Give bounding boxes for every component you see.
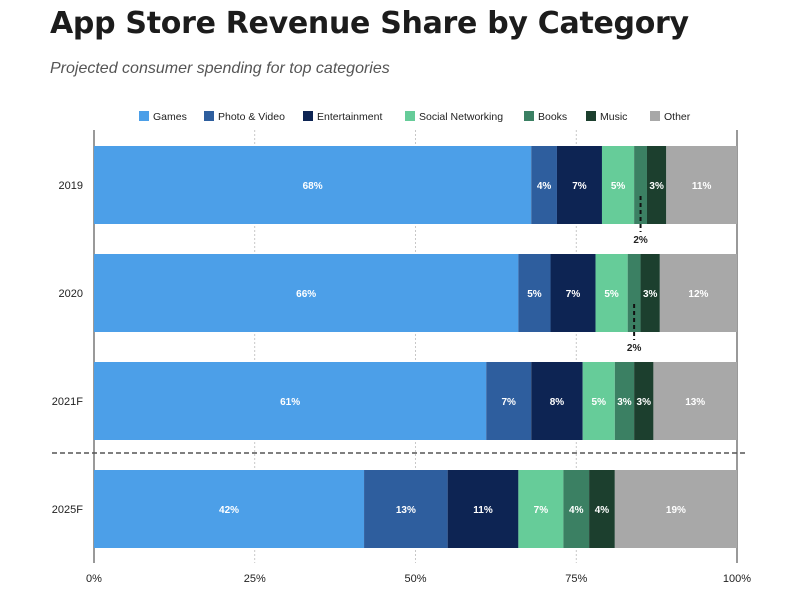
data-label: 68% [303,181,323,192]
legend-swatch-music [586,111,596,121]
data-label: 7% [534,505,549,516]
data-label: 7% [572,181,587,192]
data-label: 4% [569,505,584,516]
data-label: 7% [566,289,581,300]
data-label: 11% [473,505,493,516]
bar-segment-social-networking [601,146,635,224]
data-label: 4% [595,505,610,516]
data-label: 13% [396,505,416,516]
data-label: 4% [537,181,552,192]
data-label: 42% [219,505,239,516]
data-label: 5% [527,289,542,300]
bar-segment-other [614,470,737,548]
bar-segment-other [666,146,737,224]
bar-segment-social-networking [582,362,615,440]
bar-segment-games [94,362,487,440]
data-label: 5% [604,289,619,300]
data-label: 66% [296,289,316,300]
x-tick-label: 25% [244,573,266,585]
bar-segment-photo-video [364,470,448,548]
chart-subtitle: Projected consumer spending for top cate… [50,60,390,77]
data-label: 7% [502,397,517,408]
legend-label-entertainment: Entertainment [317,111,382,123]
x-tick-label: 50% [404,573,426,585]
data-label: 3% [637,397,652,408]
bar-segment-photo-video [486,362,532,440]
annotation-label: 2% [633,235,648,246]
legend-swatch-books [524,111,534,121]
data-label: 12% [688,289,708,300]
bar-segment-other [653,362,737,440]
legend-swatch-social-networking [405,111,415,121]
legend-swatch-games [139,111,149,121]
category-label: 2019 [59,180,83,192]
data-label: 13% [685,397,705,408]
bar-segment-entertainment [556,146,602,224]
legend-label-photo-video: Photo & Video [218,111,285,123]
x-tick-label: 75% [565,573,587,585]
bar-segment-music [589,470,615,548]
bar-segment-music [634,362,654,440]
bar-segment-photo-video [518,254,551,332]
bar-segment-entertainment [447,470,519,548]
bar-segment-social-networking [518,470,564,548]
data-label: 3% [649,181,664,192]
data-label: 3% [617,397,632,408]
legend-swatch-photo-video [204,111,214,121]
chart-title: App Store Revenue Share by Category [50,6,689,41]
bar-segment-books [634,146,647,224]
data-label: 5% [611,181,626,192]
data-label: 5% [592,397,607,408]
x-tick-label: 100% [723,573,751,585]
bar-segment-games [94,470,365,548]
bar-segment-games [94,254,519,332]
legend-label-other: Other [664,111,691,123]
bar-segment-music [640,254,660,332]
legend-label-games: Games [153,111,187,123]
category-label: 2025F [52,504,83,516]
bar-segment-other [659,254,737,332]
category-label: 2021F [52,396,83,408]
data-label: 61% [280,397,300,408]
data-label: 11% [692,181,712,192]
bar-segment-games [94,146,532,224]
bar-segment-books [627,254,641,332]
bar-segment-books [614,362,635,440]
bar-segment-entertainment [531,362,583,440]
bar-segment-music [646,146,667,224]
x-tick-label: 0% [86,573,102,585]
legend-label-books: Books [538,111,567,123]
legend-swatch-entertainment [303,111,313,121]
data-label: 8% [550,397,565,408]
legend-label-social-networking: Social Networking [419,111,503,123]
annotation-label: 2% [627,343,642,354]
data-label: 3% [643,289,658,300]
bar-segment-photo-video [531,146,557,224]
bar-segment-social-networking [595,254,628,332]
bar-segment-books [563,470,590,548]
category-label: 2020 [59,288,83,300]
data-label: 19% [666,505,686,516]
legend-label-music: Music [600,111,627,123]
legend-swatch-other [650,111,660,121]
bar-segment-entertainment [550,254,596,332]
